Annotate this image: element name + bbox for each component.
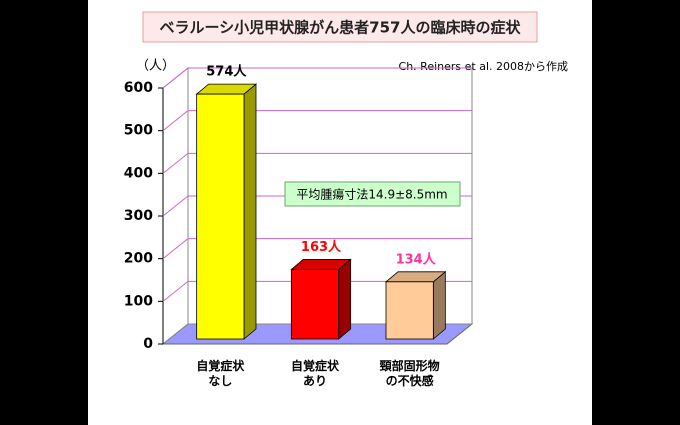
x-tick-label: 自覚症状あり bbox=[291, 358, 340, 388]
y-tick-label: 400 bbox=[124, 165, 153, 181]
grid-line bbox=[162, 238, 472, 260]
bar-side bbox=[243, 83, 257, 340]
y-tick-label: 0 bbox=[143, 336, 153, 352]
y-tick-label: 600 bbox=[124, 80, 153, 96]
value-label: 163人 bbox=[301, 239, 342, 255]
annotation: 平均腫瘍寸法14.9±8.5mm bbox=[296, 187, 447, 202]
bar bbox=[290, 269, 340, 340]
source: Ch. Reiners et al. 2008から作成 bbox=[399, 60, 568, 73]
slide bbox=[88, 0, 592, 425]
value-label: 574人 bbox=[206, 64, 247, 80]
grid-line bbox=[162, 152, 472, 174]
y-tick-label: 100 bbox=[124, 293, 153, 309]
grid-line bbox=[162, 67, 472, 89]
chart-title: ベラルーシ小児甲状腺がん患者757人の臨床時の症状 bbox=[159, 19, 521, 37]
bar bbox=[196, 93, 245, 340]
grid-line bbox=[162, 110, 472, 132]
annotation-box bbox=[284, 181, 461, 207]
value-label: 134人 bbox=[396, 251, 437, 267]
x-tick-label: 自覚症状なし bbox=[196, 358, 245, 388]
y-tick-label: 200 bbox=[124, 251, 153, 267]
bar bbox=[385, 281, 434, 340]
y-tick-label: 300 bbox=[124, 208, 153, 224]
x-tick-label: 頸部固形物の不快感 bbox=[380, 358, 440, 388]
bar-side bbox=[432, 270, 446, 340]
bar-side bbox=[338, 258, 352, 340]
y-tick-label: 500 bbox=[124, 123, 153, 139]
grid-line bbox=[162, 280, 472, 302]
y-axis-label: （人） bbox=[136, 59, 175, 74]
title-box bbox=[142, 11, 538, 43]
